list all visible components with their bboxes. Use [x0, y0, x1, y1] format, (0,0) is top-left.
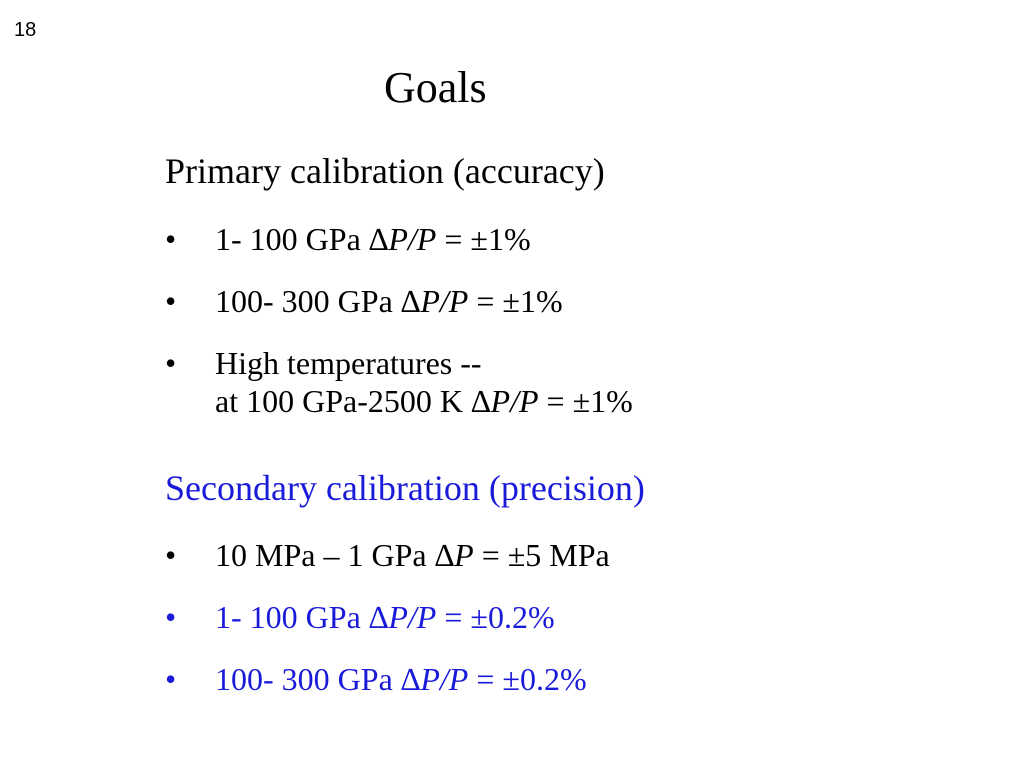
primary-item-1-text: 1- 100 GPa ∆P/P = ±1%: [215, 221, 531, 257]
bullet-icon: •: [165, 599, 177, 635]
secondary-item-1-text: 10 MPa – 1 GPa ∆P = ±5 MPa: [215, 537, 610, 573]
secondary-item-2-text: 1- 100 GPa ∆P/P = ±0.2%: [215, 599, 555, 635]
primary-item-2-text: 100- 300 GPa ∆P/P = ±1%: [215, 283, 563, 319]
bullet-icon: •: [165, 345, 177, 381]
slide-number: 18: [14, 19, 37, 41]
slide-title: Goals: [384, 63, 487, 112]
bullet-icon: •: [165, 221, 177, 257]
bullet-icon: •: [165, 661, 177, 697]
bullet-icon: •: [165, 283, 177, 319]
primary-item-3-line-1: High temperatures --: [215, 345, 482, 381]
bullet-icon: •: [165, 537, 177, 573]
primary-calibration-heading: Primary calibration (accuracy): [165, 151, 605, 191]
primary-item-3-line-2: at 100 GPa-2500 K ∆P/P = ±1%: [215, 383, 633, 419]
secondary-item-3-text: 100- 300 GPa ∆P/P = ±0.2%: [215, 661, 587, 697]
primary-item-3-text: High temperatures -- at 100 GPa-2500 K ∆…: [215, 344, 633, 420]
secondary-calibration-heading: Secondary calibration (precision): [165, 468, 645, 508]
